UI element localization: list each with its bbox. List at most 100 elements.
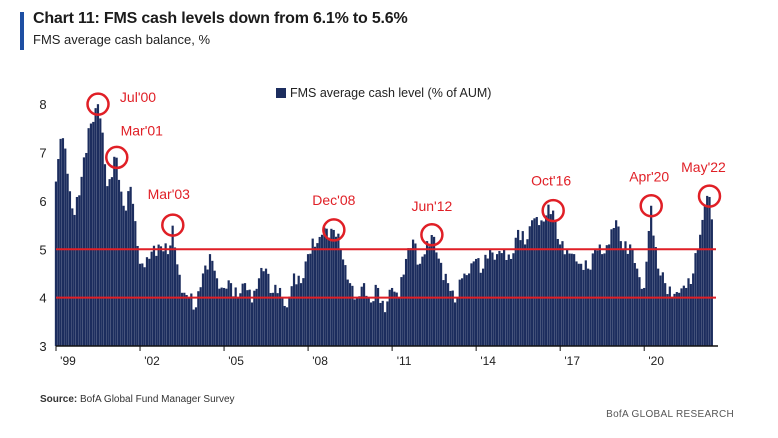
annotation-circle bbox=[86, 92, 110, 116]
x-tick-label: '20 bbox=[648, 354, 664, 368]
bar bbox=[563, 254, 566, 346]
bar bbox=[138, 263, 142, 346]
bar bbox=[491, 252, 494, 346]
bar bbox=[556, 238, 559, 346]
annotation-label: Jun'12 bbox=[411, 198, 452, 214]
bar bbox=[131, 203, 135, 346]
bar bbox=[313, 246, 317, 346]
y-tick-label: 6 bbox=[39, 194, 46, 209]
bar bbox=[636, 268, 639, 346]
bar bbox=[94, 108, 97, 346]
bar bbox=[241, 283, 244, 346]
bar bbox=[355, 297, 359, 346]
bar bbox=[127, 191, 130, 346]
bar bbox=[180, 292, 184, 346]
bar bbox=[626, 253, 629, 346]
bar bbox=[444, 273, 447, 346]
x-tick-label: '17 bbox=[564, 354, 580, 368]
legend-swatch bbox=[276, 88, 286, 98]
bar bbox=[449, 290, 452, 346]
bar bbox=[316, 243, 319, 346]
annotation-circle bbox=[161, 213, 185, 237]
bar bbox=[568, 253, 571, 346]
bar bbox=[80, 176, 83, 346]
bar bbox=[276, 293, 279, 346]
bar bbox=[243, 283, 247, 346]
title-accent-bar bbox=[20, 12, 24, 50]
bar bbox=[647, 230, 650, 346]
bar bbox=[404, 258, 408, 346]
bar bbox=[346, 279, 349, 346]
y-tick-label: 8 bbox=[39, 97, 46, 112]
bar bbox=[453, 302, 457, 346]
annotation-circle bbox=[639, 193, 663, 218]
bar bbox=[206, 269, 209, 346]
bar bbox=[164, 243, 167, 346]
bar bbox=[124, 210, 128, 346]
bar bbox=[255, 288, 258, 346]
bar bbox=[619, 241, 622, 346]
x-tick-label: '05 bbox=[228, 354, 244, 368]
bar bbox=[668, 286, 671, 346]
bar bbox=[689, 284, 692, 346]
bar bbox=[367, 297, 370, 346]
bar bbox=[383, 312, 387, 346]
bar bbox=[484, 254, 487, 346]
bar bbox=[260, 267, 263, 346]
bar bbox=[524, 244, 527, 346]
bar bbox=[671, 297, 674, 346]
bar bbox=[278, 287, 282, 346]
bar bbox=[78, 195, 81, 346]
bar bbox=[362, 283, 366, 346]
bar bbox=[517, 229, 520, 346]
brand-label: BofA GLOBAL RESEARCH bbox=[606, 409, 734, 420]
bar bbox=[234, 287, 237, 346]
bar bbox=[169, 245, 172, 346]
bar bbox=[253, 290, 256, 346]
bar bbox=[73, 214, 76, 346]
bar bbox=[185, 295, 188, 346]
bar bbox=[465, 275, 468, 346]
bar bbox=[341, 259, 345, 346]
bar bbox=[633, 263, 636, 346]
bar bbox=[103, 164, 107, 346]
bar bbox=[295, 284, 298, 346]
bar bbox=[657, 268, 660, 346]
bar bbox=[262, 271, 265, 346]
bar bbox=[192, 309, 195, 346]
bar bbox=[150, 251, 153, 346]
bar bbox=[650, 205, 653, 346]
bar bbox=[236, 297, 240, 346]
bar bbox=[145, 257, 149, 346]
bar bbox=[304, 261, 307, 346]
bar bbox=[110, 177, 114, 346]
bar bbox=[612, 227, 615, 346]
bar bbox=[395, 292, 398, 346]
y-tick-label: 3 bbox=[39, 339, 46, 354]
bar bbox=[187, 297, 191, 346]
x-tick-label: '14 bbox=[480, 354, 496, 368]
bar bbox=[615, 220, 618, 346]
bar bbox=[432, 236, 436, 346]
bar bbox=[337, 233, 340, 346]
bar bbox=[369, 302, 373, 346]
bar bbox=[554, 220, 557, 346]
bar bbox=[297, 275, 300, 346]
bar bbox=[470, 263, 473, 346]
bar bbox=[96, 104, 100, 347]
bar bbox=[437, 258, 440, 346]
bar bbox=[411, 239, 415, 346]
bar bbox=[190, 293, 193, 346]
annotation-label: Oct'16 bbox=[531, 173, 571, 189]
bar bbox=[423, 254, 426, 346]
bar bbox=[493, 259, 496, 346]
bar bbox=[486, 258, 489, 346]
bar bbox=[120, 191, 123, 346]
y-tick-label: 5 bbox=[39, 242, 46, 257]
bar bbox=[561, 241, 564, 346]
bar bbox=[701, 219, 704, 346]
bar bbox=[472, 261, 475, 346]
bar bbox=[353, 299, 356, 346]
bar bbox=[178, 274, 181, 346]
